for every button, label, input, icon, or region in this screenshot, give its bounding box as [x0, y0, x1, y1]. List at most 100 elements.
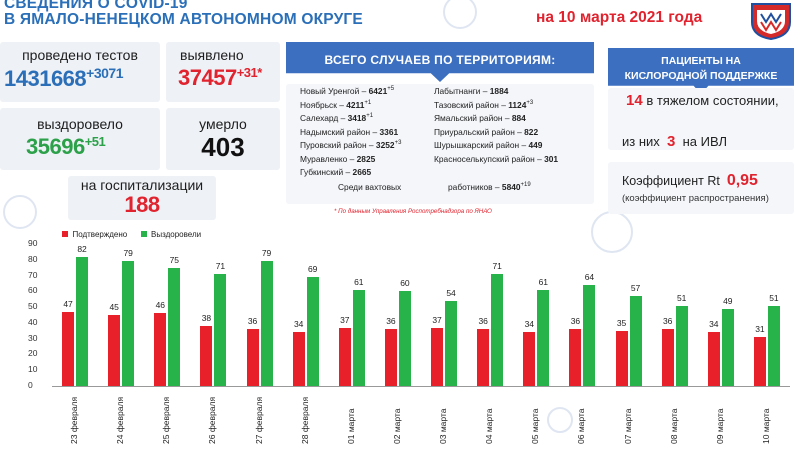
bar-confirmed	[615, 330, 628, 386]
territory-name: Приуральский район –	[434, 126, 525, 137]
recovered-value-line: 35696+51	[26, 134, 160, 160]
bar-recovered	[583, 285, 596, 386]
territory-value: 1124	[508, 99, 527, 110]
territory-name: Ямальский район –	[434, 113, 512, 123]
data-label-recovered: 61	[354, 276, 364, 287]
x-tick-label: 09 марта	[714, 408, 725, 444]
territory-name: Губкинский –	[300, 167, 353, 177]
data-label-confirmed: 36	[247, 316, 258, 327]
bar-confirmed	[431, 327, 444, 386]
data-label-confirmed: 47	[63, 298, 73, 309]
bar-recovered	[398, 291, 411, 386]
data-label-confirmed: 37	[340, 314, 350, 325]
page-title: СВЕДЕНИЯ О COVID-19 В ЯМАЛО-НЕНЕЦКОМ АВТ…	[4, 0, 524, 28]
territory-item: Лабытнанги – 1884	[434, 86, 558, 100]
chart-legend: Подтверждено Выздоровели	[62, 224, 201, 242]
x-tick-label: 26 февраля	[207, 396, 218, 444]
bar-recovered	[721, 308, 734, 386]
legend-confirmed: Подтверждено	[72, 230, 128, 239]
territory-value: 2665	[352, 167, 372, 177]
x-tick-label: 24 февраля	[115, 396, 126, 444]
bar-recovered	[675, 305, 688, 386]
bar-confirmed	[661, 329, 674, 386]
detected-delta: +31*	[236, 65, 263, 80]
y-tick-label: 60	[28, 285, 38, 296]
territory-item: Тазовский район – 1124+3	[434, 100, 558, 114]
territory-delta: +3	[394, 140, 402, 147]
detected-label: выявлено	[180, 47, 244, 63]
data-label-confirmed: 38	[201, 313, 212, 324]
bar-confirmed	[477, 329, 490, 386]
y-tick-label: 50	[28, 301, 38, 312]
territory-name: Тазовский район –	[434, 99, 509, 110]
territory-item: Надымский район – 3361	[300, 127, 401, 141]
x-tick-label: 03 марта	[438, 408, 449, 444]
x-tick-label: 10 марта	[760, 408, 771, 444]
tests-value-line: 1431668+3071	[4, 65, 160, 92]
data-label-recovered: 64	[584, 272, 595, 283]
region-emblem-icon	[751, 3, 791, 40]
legend-swatch-confirmed	[62, 231, 68, 237]
legend-swatch-recovered	[140, 231, 147, 237]
ivl-line: из них 3 на ИВЛ	[622, 133, 727, 150]
territory-value: 884	[511, 113, 526, 123]
source-note: * По данным Управления Роспотребнадзора …	[334, 208, 492, 215]
territory-delta: +1	[366, 113, 374, 120]
bar-confirmed	[707, 332, 720, 386]
rt-value: 0,95	[726, 172, 758, 189]
title-line-2: В ЯМАЛО-НЕНЕЦКОМ АВТОНОМНОМ ОКРУГЕ	[4, 11, 363, 28]
bar-confirmed	[62, 311, 75, 386]
territory-name: Пуровский район –	[300, 140, 376, 150]
rt-panel	[608, 162, 794, 214]
bar-confirmed	[338, 327, 351, 386]
died-label: умерло	[199, 116, 247, 132]
bar-confirmed	[384, 329, 397, 386]
data-label-confirmed: 35	[616, 317, 627, 328]
shift-workers-line: работников – 5840+19	[448, 182, 531, 192]
territory-item: Новый Уренгой – 6421+5	[300, 86, 401, 100]
x-tick-label: 27 февраля	[253, 396, 264, 444]
ivl-value: 3	[667, 133, 676, 150]
y-tick-label: 20	[28, 348, 38, 359]
territories-heading: ВСЕГО СЛУЧАЕВ ПО ТЕРРИТОРИЯМ:	[286, 42, 594, 82]
legend-recovered: Выздоровели	[151, 230, 202, 239]
data-label-confirmed: 31	[755, 324, 765, 335]
recovered-box: выздоровело 35696+51	[0, 108, 160, 170]
shift-workers-label-b: работников –	[448, 182, 502, 192]
tests-value: 1431668	[4, 66, 87, 91]
territory-name: Муравленко –	[300, 153, 357, 164]
data-label-confirmed: 46	[155, 300, 166, 311]
x-tick-label: 05 марта	[530, 408, 541, 444]
y-tick-label: 10	[28, 364, 38, 375]
ivl-label: на ИВЛ	[682, 134, 728, 149]
x-tick-label: 01 марта	[345, 408, 356, 444]
data-label-confirmed: 45	[109, 302, 119, 312]
recovered-value: 35696	[26, 134, 85, 159]
data-label-confirmed: 36	[570, 316, 581, 327]
shift-workers-label-a: Среди вахтовых	[338, 182, 402, 192]
territory-name: Надымский район –	[300, 126, 380, 137]
x-axis-line	[52, 386, 790, 387]
title-line-1: СВЕДЕНИЯ О COVID-19	[4, 0, 188, 12]
severe-line: 14 в тяжелом состоянии,	[626, 92, 779, 109]
bar-confirmed	[200, 326, 213, 386]
tests-box: проведено тестов 1431668+3071	[0, 42, 160, 102]
territory-name: Красноселькупский район –	[434, 153, 545, 164]
territory-value: 3361	[379, 126, 399, 137]
data-label-recovered: 51	[769, 292, 779, 303]
territory-item: Ноябрьск – 4211+1	[300, 100, 401, 114]
territory-value: 449	[528, 140, 543, 150]
territory-item: Ямальский район – 884	[434, 113, 558, 127]
y-tick-label: 70	[28, 269, 38, 280]
oxygen-panel	[608, 88, 794, 150]
x-tick-label: 23 февраля	[69, 396, 80, 444]
territory-item: Пуровский район – 3252+3	[300, 140, 401, 154]
territory-value: 4211	[346, 99, 365, 110]
data-label-recovered: 75	[169, 254, 180, 265]
bar-recovered	[306, 277, 319, 386]
shift-workers-value: 5840	[501, 182, 521, 192]
territory-value: 3252	[375, 140, 395, 150]
detected-value-line: 37457+31*	[178, 65, 280, 91]
oxygen-heading-line-2: КИСЛОРОДНОЙ ПОДДЕРЖКЕ	[624, 70, 778, 82]
territory-value: 822	[524, 126, 539, 137]
